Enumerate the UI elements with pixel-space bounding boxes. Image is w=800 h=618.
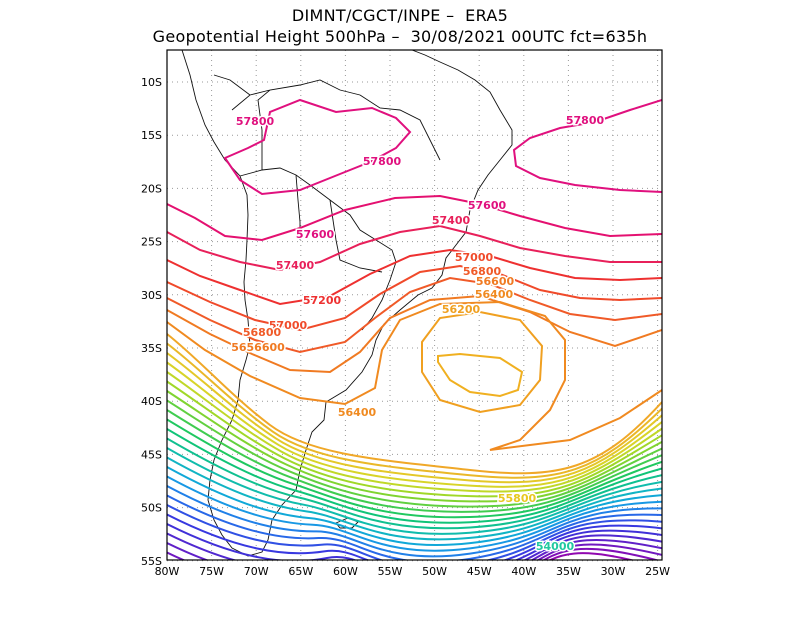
lat-tick-label: 50S <box>141 502 162 515</box>
southern-contour-line <box>167 333 662 475</box>
lat-tick-label: 10S <box>141 76 162 89</box>
southern-contour-line <box>167 342 662 479</box>
lat-tick-label: 20S <box>141 182 162 195</box>
longitude-labels: 80W 75W 70W 65W 60W 55W 50W 45W 40W 35W 30W 25W <box>155 565 671 578</box>
contour-label: 57800 <box>236 115 275 128</box>
contour-label: 57600 <box>468 199 507 212</box>
contour-57600 <box>167 194 662 242</box>
contour-layer <box>167 98 662 451</box>
contour-label: 57200 <box>303 294 342 307</box>
map-grid <box>166 50 662 562</box>
southern-contour-line <box>167 504 662 560</box>
southern-contour-line <box>167 513 662 560</box>
lon-tick-label: 40W <box>511 565 536 578</box>
lon-tick-label: 55W <box>378 565 403 578</box>
contour-label: 56800 <box>463 265 502 278</box>
contour-label: 5656600 <box>231 341 285 354</box>
latitude-labels: 10S 15S 20S 25S 30S 35S 40S 45S 50S 55S <box>141 76 162 568</box>
southern-contour-line <box>167 361 662 488</box>
lat-tick-label: 40S <box>141 395 162 408</box>
southern-contour-line <box>167 494 662 560</box>
southern-contour-line <box>167 523 662 560</box>
southern-contour-line <box>167 538 662 560</box>
southern-contour-line <box>167 475 662 552</box>
lat-tick-label: 15S <box>141 129 162 142</box>
lon-tick-label: 45W <box>467 565 492 578</box>
contour-56400 <box>167 300 662 451</box>
southern-contour-line <box>167 418 662 519</box>
lat-tick-label: 35S <box>141 342 162 355</box>
lon-tick-label: 75W <box>199 565 224 578</box>
contour-57200 <box>167 248 662 306</box>
southern-contour-line <box>167 409 662 513</box>
southern-contour-line <box>167 456 662 541</box>
southern-contour-line <box>167 399 662 508</box>
contour-56000 <box>437 352 524 398</box>
contour-label: 56400 <box>475 288 514 301</box>
lat-tick-label: 25S <box>141 236 162 249</box>
southern-contour-line <box>167 437 662 530</box>
map-subtitle: Geopotential Height 500hPa – 30/08/2021 … <box>152 27 648 46</box>
lat-tick-label: 55S <box>141 555 162 568</box>
contour-label: 55800 <box>498 492 537 505</box>
southern-contour-line <box>167 352 662 484</box>
contour-label: 57800 <box>566 114 605 127</box>
southern-contour-line <box>167 466 662 547</box>
contour-label: 57000 <box>455 251 494 264</box>
contour-57800-east <box>512 99 662 193</box>
southern-contour-layer <box>167 333 662 560</box>
lon-tick-label: 25W <box>645 565 670 578</box>
lon-tick-label: 35W <box>556 565 581 578</box>
southern-contour-line <box>167 380 662 498</box>
contour-56200 <box>421 310 544 414</box>
contour-56600 <box>167 294 662 374</box>
lat-tick-label: 45S <box>141 448 162 461</box>
plot-frame <box>166 49 663 561</box>
contour-label: 57600 <box>296 228 335 241</box>
lon-tick-label: 30W <box>601 565 626 578</box>
southern-contour-line <box>167 447 662 535</box>
contour-label: 57400 <box>432 214 471 227</box>
southern-contour-line <box>542 547 660 560</box>
lon-tick-label: 50W <box>422 565 447 578</box>
lon-tick-label: 60W <box>333 565 358 578</box>
country-borders <box>213 74 441 331</box>
lat-tick-label: 30S <box>141 289 162 302</box>
lon-tick-label: 65W <box>288 565 313 578</box>
contour-label: 54000 <box>536 540 575 553</box>
southern-contour-line <box>167 428 662 524</box>
contour-label: 56400 <box>338 406 377 419</box>
contour-57400 <box>167 224 662 272</box>
contour-label: 56800 <box>243 326 282 339</box>
contour-labels: 57800 57800 57800 57600 57600 57400 57400 57200… <box>230 113 606 555</box>
contour-label: 56200 <box>442 303 481 316</box>
contour-label: 57000 <box>269 319 308 332</box>
southern-contour-line <box>167 543 662 560</box>
lon-tick-label: 70W <box>244 565 269 578</box>
southern-contour-line <box>167 390 662 503</box>
contour-label: 57800 <box>363 155 402 168</box>
contour-label: 56600 <box>476 275 515 288</box>
map-title: DIMNT/CGCT/INPE – ERA5 <box>291 6 509 25</box>
southern-contour-line <box>167 371 662 493</box>
southern-contour-line <box>167 532 662 560</box>
southern-contour-line <box>548 552 635 560</box>
contour-56800 <box>167 276 662 354</box>
contour-57000 <box>167 264 662 332</box>
contour-57800-north <box>223 98 412 196</box>
southern-contour-line <box>167 485 662 558</box>
lon-tick-label: 80W <box>155 565 180 578</box>
contour-label: 57400 <box>276 259 315 272</box>
